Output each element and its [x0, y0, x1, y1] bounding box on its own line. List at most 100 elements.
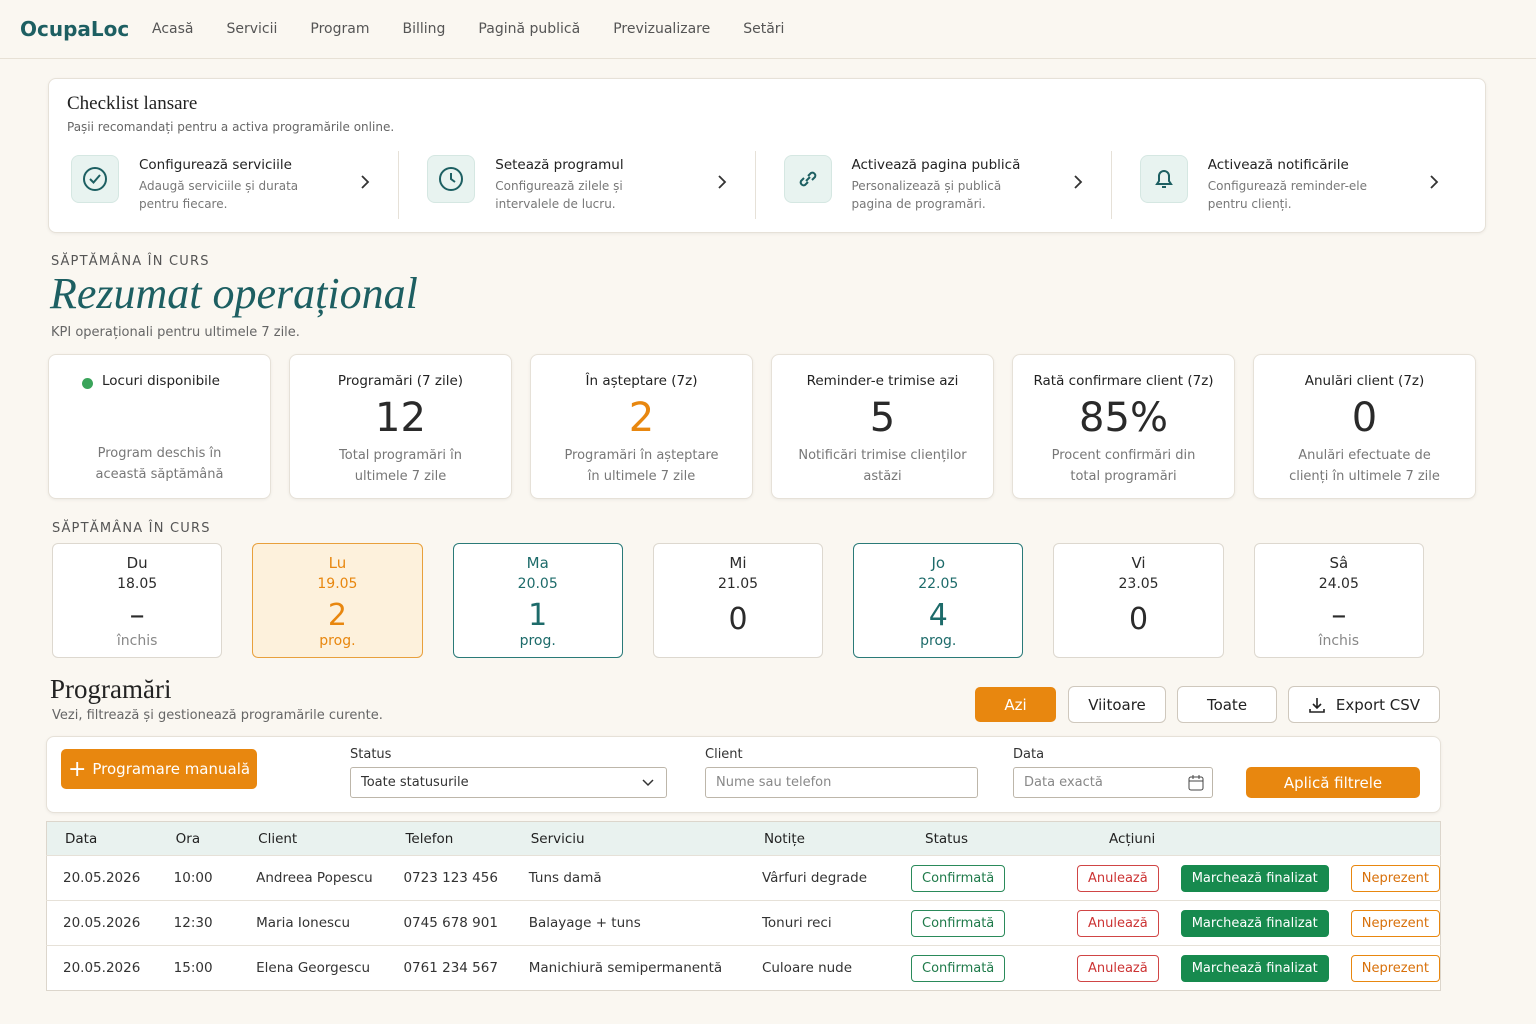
icon — [799, 171, 816, 187]
chevron — [1429, 171, 1439, 195]
step-icon — [1139, 155, 1188, 203]
step-icon — [783, 155, 832, 203]
day-value: 2 — [327, 598, 347, 633]
kpi-card: Rată confirmare client (7z) 85% Procent co… — [1012, 354, 1235, 499]
action-button[interactable]: Anulează — [1076, 864, 1159, 892]
day-note: închis — [116, 633, 158, 649]
table-row: 20.05.2026 10:00 Andreea Popescu 0723 123 4… — [46, 855, 1441, 901]
icon — [1154, 170, 1173, 188]
day-name: Sâ — [1329, 554, 1349, 572]
kpi-label: Reminder-e trimise azi — [806, 373, 959, 389]
cell: 20.05.2026 — [46, 900, 158, 946]
column-header: Status — [885, 821, 1091, 856]
checklist-step[interactable]: Activează notificările Configurează remin… — [1136, 151, 1467, 219]
day-name: Du — [126, 554, 148, 572]
kpi-value: 12 — [375, 395, 426, 441]
status-select[interactable]: Toate statusurile — [350, 767, 667, 798]
day-date: 21.05 — [717, 576, 759, 592]
nav-link[interactable]: Program — [310, 21, 370, 37]
nav-link[interactable]: Pagină publică — [478, 21, 581, 37]
action-button[interactable]: Marchează finalizat — [1180, 909, 1329, 937]
action-button[interactable]: Neprezent — [1350, 954, 1440, 982]
day-card[interactable]: Vi 23.05 0 — [1053, 543, 1224, 658]
brand[interactable]: OcupaLoc — [20, 17, 130, 41]
day-card[interactable]: Lu 19.05 2 prog. — [252, 543, 423, 658]
cell: 0745 678 901 — [387, 900, 513, 946]
nav-link[interactable]: Previzualizare — [613, 21, 711, 37]
kpi-card: Anulări client (7z) 0 Anulări efectuate de… — [1253, 354, 1476, 499]
kpi-label: În așteptare (7z) — [585, 373, 698, 389]
column-header: Serviciu — [512, 821, 746, 856]
day-value: – — [129, 598, 145, 633]
tab[interactable]: Viitoare — [1068, 686, 1166, 723]
day-value: 4 — [928, 598, 948, 633]
chevron — [717, 171, 727, 195]
day-note: prog. — [319, 633, 356, 649]
tab[interactable]: Toate — [1177, 686, 1277, 723]
action-button[interactable]: Anulează — [1076, 954, 1159, 982]
actions-cell: Anulează Marchează finalizat Neprezent — [1076, 945, 1441, 991]
day-date: 22.05 — [918, 576, 959, 592]
nav-link[interactable]: Billing — [402, 21, 446, 37]
kpi-desc: Procent confirmări din total programări — [1051, 448, 1196, 484]
kpi-label: Anulări client (7z) — [1304, 373, 1425, 389]
nav-link[interactable]: Setări — [743, 21, 785, 37]
action-button[interactable]: Neprezent — [1350, 864, 1440, 892]
cell: 20.05.2026 — [46, 855, 158, 901]
export-button[interactable]: Export CSV — [1288, 686, 1440, 723]
cell: Confirmată — [885, 945, 1091, 991]
add-button[interactable]: + Programare manuală — [61, 749, 257, 789]
checklist-step[interactable]: Configurează serviciile Adaugă serviciile… — [67, 151, 400, 219]
step-desc: Configurează zilele și intervalele de lu… — [495, 179, 623, 211]
column-header: Ora — [157, 821, 241, 856]
appointments-subtitle: Vezi, filtrează și gestionează programăr… — [52, 708, 383, 723]
nav-link[interactable]: Servicii — [226, 21, 278, 37]
day-card[interactable]: Du 18.05 – închis — [52, 543, 223, 658]
day-card[interactable]: Mi 21.05 0 — [652, 543, 824, 658]
export-label: Export CSV — [1335, 695, 1421, 714]
cell: Confirmată — [885, 900, 1091, 946]
filters: + Programare manuală Status Toate statusu… — [46, 736, 1441, 813]
date-input[interactable]: Data exactă — [1013, 767, 1213, 798]
summary-title: Rezumat operațional — [50, 269, 418, 318]
action-button[interactable]: Marchează finalizat — [1180, 954, 1329, 982]
status-badge: Confirmată — [911, 864, 1006, 892]
kpi-desc: Anulări efectuate de clienți în ultimele… — [1289, 448, 1440, 484]
day-name: Mi — [729, 554, 747, 572]
checklist-subtitle: Pașii recomandați pentru a activa progra… — [67, 120, 395, 134]
cell: Tuns damă — [512, 855, 746, 901]
checklist-step[interactable]: Setează programul Configurează zilele și … — [423, 151, 756, 219]
kpi-card: În așteptare (7z) 2 Programări în așteptar… — [530, 354, 753, 499]
nav-link[interactable]: Acasă — [152, 21, 194, 37]
action-button[interactable]: Neprezent — [1350, 909, 1440, 937]
tab[interactable]: Azi — [975, 687, 1056, 722]
day-card[interactable]: Jo 22.05 4 prog. — [853, 543, 1024, 658]
step-text: Setează programul Configurează zilele și … — [495, 151, 665, 213]
column-header: Data — [46, 821, 158, 856]
column-header: Notițe — [745, 821, 885, 856]
cell: 0723 123 456 — [387, 855, 513, 901]
step-desc: Configurează reminder-ele pentru clienți… — [1207, 179, 1368, 211]
day-card[interactable]: Ma 20.05 1 prog. — [452, 543, 623, 658]
day-date: 19.05 — [317, 576, 358, 592]
steps: Configurează serviciile Adaugă serviciile… — [67, 151, 1467, 219]
kpi-value: 85% — [1079, 395, 1168, 441]
kpi-row: Locuri disponibile Program deschis în ace… — [48, 354, 1476, 499]
chevron-icon — [1074, 175, 1083, 189]
client-input[interactable]: Nume sau telefon — [705, 767, 978, 798]
cell: Confirmată — [885, 855, 1091, 901]
day-card[interactable]: Sâ 24.05 – închis — [1253, 543, 1424, 658]
apply-button[interactable]: Aplică filtrele — [1246, 767, 1420, 798]
day-note: prog. — [920, 633, 957, 649]
day-value: – — [1331, 598, 1347, 633]
checklist-step[interactable]: Activează pagina publică Personalizează ș… — [780, 151, 1112, 219]
chevron-icon — [1430, 175, 1439, 189]
filter-label: Data — [1013, 747, 1045, 762]
action-button[interactable]: Marchează finalizat — [1180, 864, 1329, 892]
step-desc: Adaugă serviciile și durata pentru fieca… — [139, 179, 299, 211]
action-button[interactable]: Anulează — [1076, 909, 1159, 937]
step-title: Activează notificările — [1207, 157, 1349, 173]
step-title: Activează pagina publică — [851, 157, 1021, 173]
kpi-label: Rată confirmare client (7z) — [1033, 373, 1214, 389]
